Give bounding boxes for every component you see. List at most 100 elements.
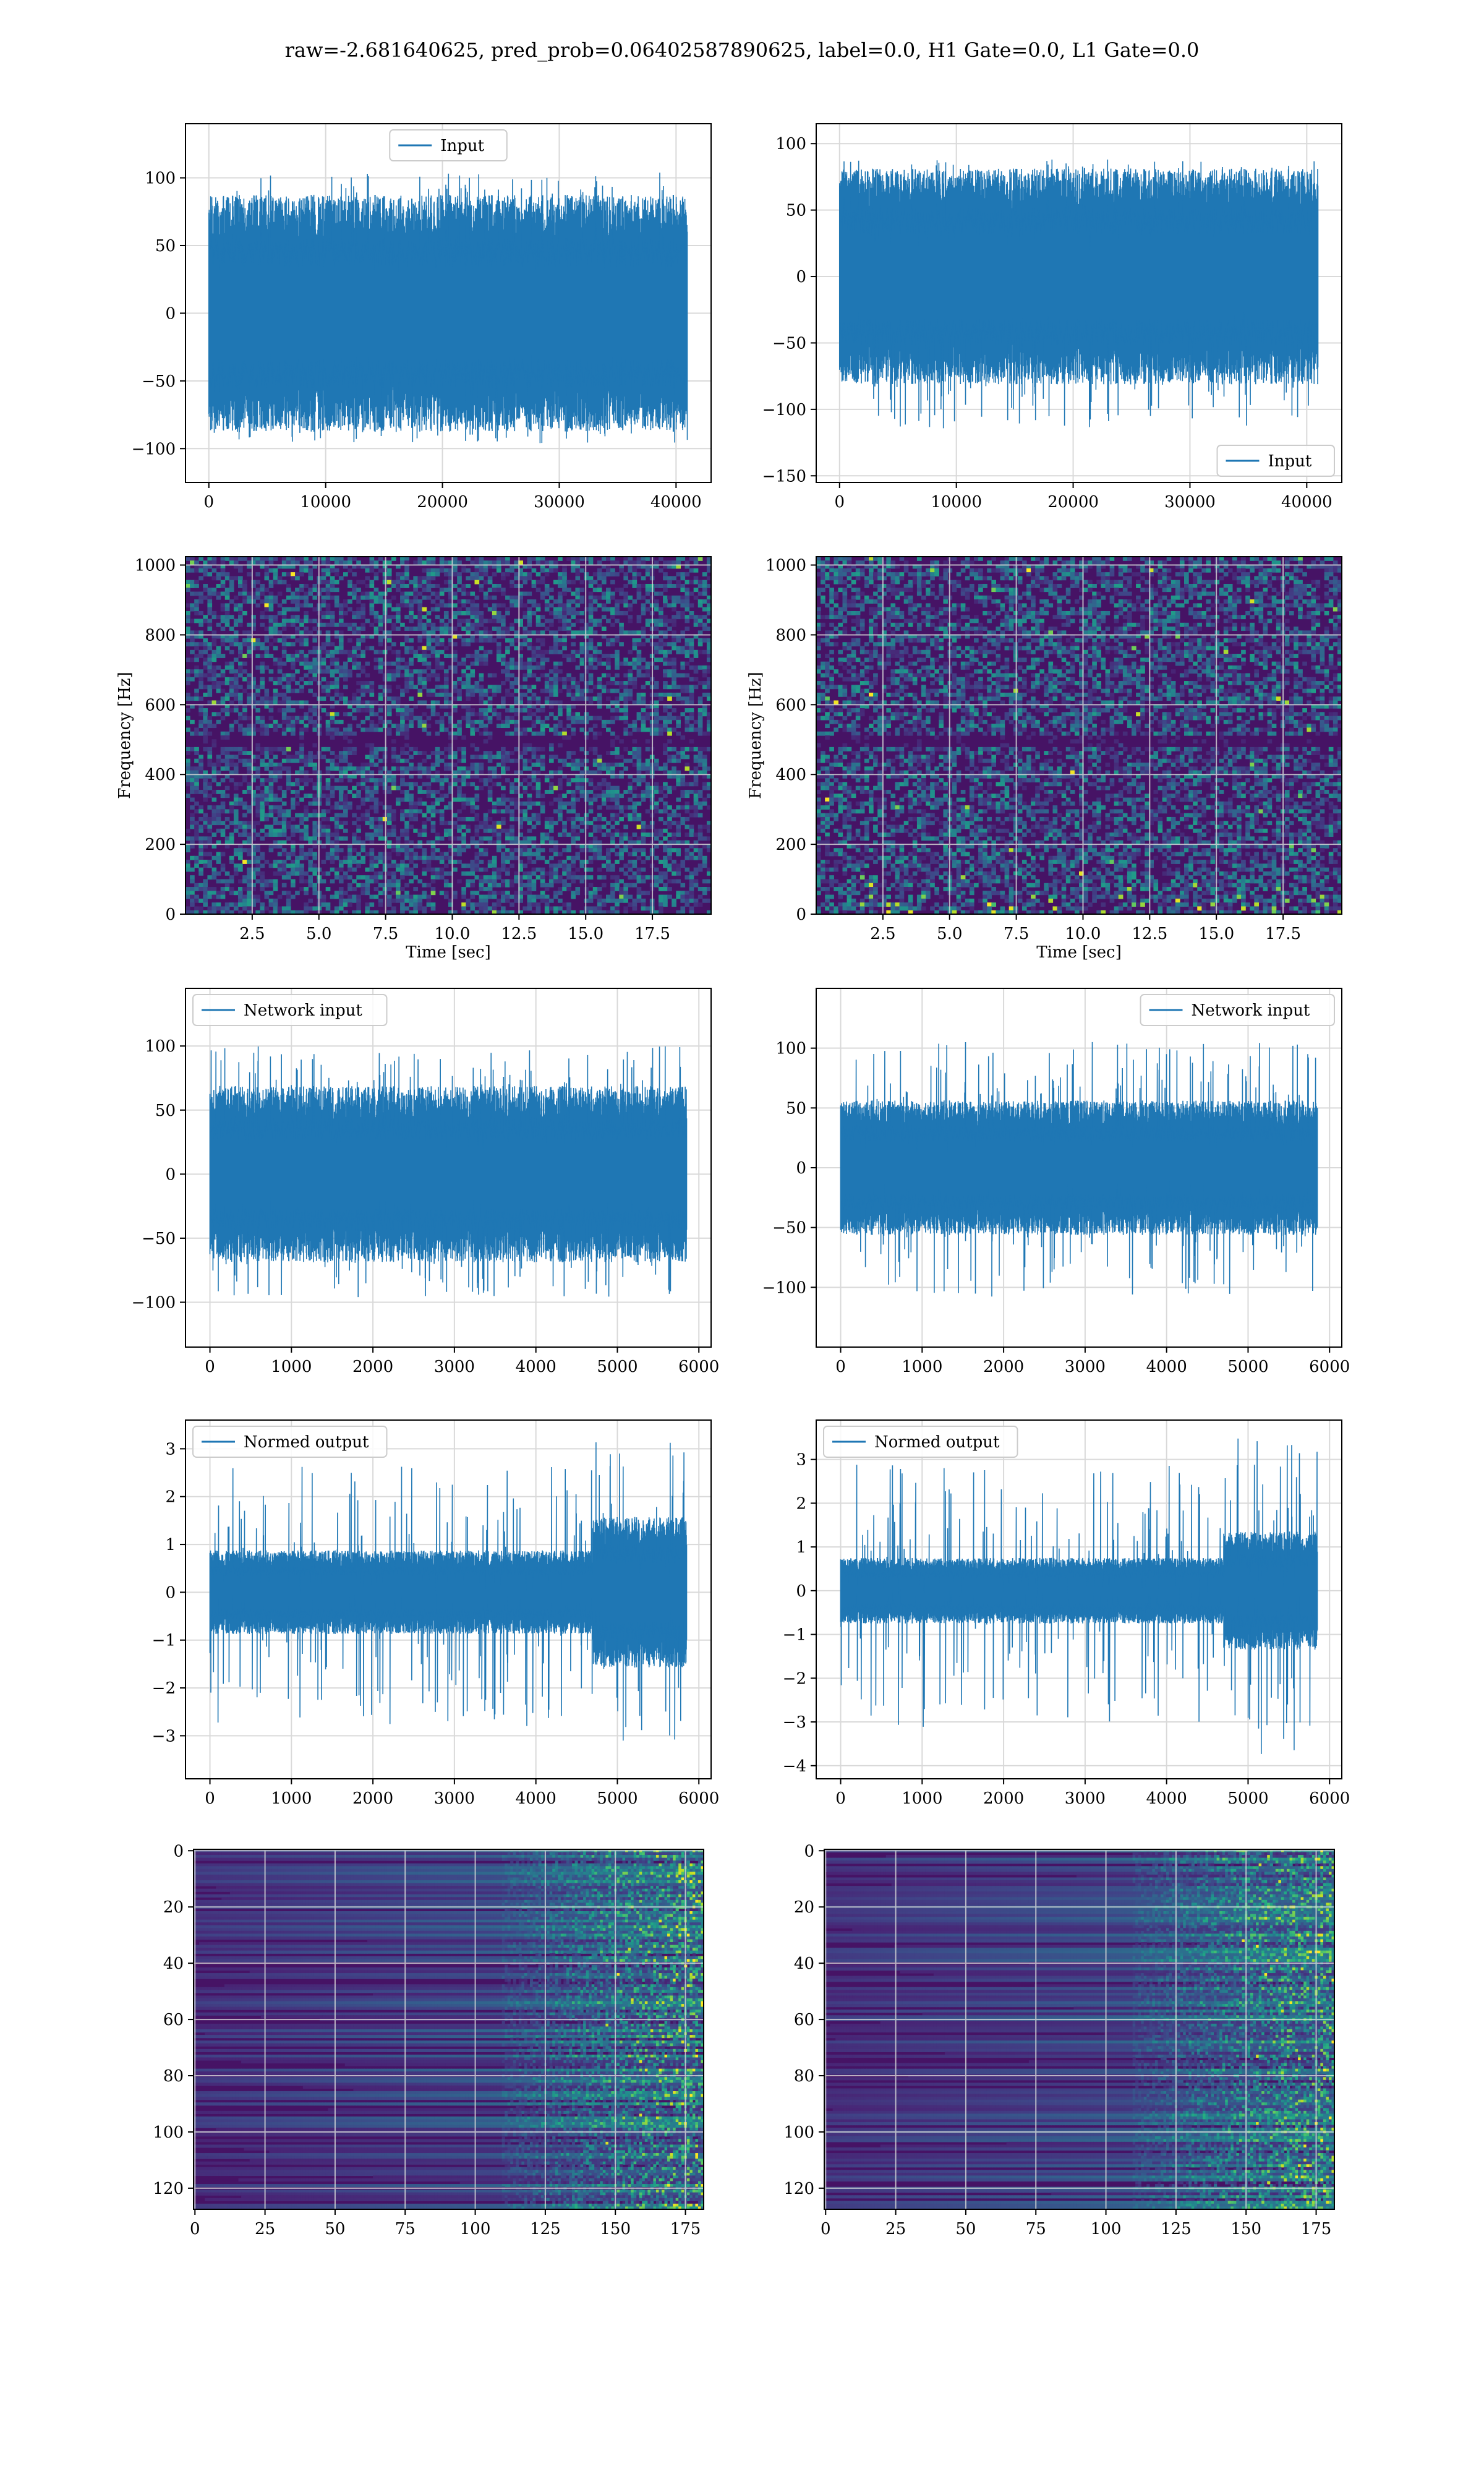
x-tick-label: 17.5	[634, 925, 670, 943]
legend-label: Input	[1268, 452, 1312, 471]
y-tick-label: 80	[794, 2067, 814, 2086]
y-tick-label: 600	[145, 696, 176, 714]
x-tick-label: 0	[205, 1789, 215, 1808]
x-tick-label: 30000	[534, 493, 585, 511]
legend: Network input	[192, 994, 388, 1026]
x-tick-label: 175	[1301, 2220, 1332, 2238]
series-core	[210, 1478, 687, 1703]
y-tick-label: −100	[762, 1278, 806, 1297]
y-tick-label: 100	[153, 2123, 184, 2142]
heatmap-image	[194, 1849, 704, 2209]
y-tick-label: 100	[145, 169, 176, 188]
y-axis-label: Frequency [Hz]	[746, 672, 765, 799]
x-tick-label: 7.5	[1004, 925, 1029, 943]
panel-r2c0: 0 1000 2000 3000 4000 5000 6000 −100 −50 0 50 100 Ne…	[132, 988, 719, 1376]
axes-frame	[185, 988, 712, 1348]
x-tick-label: 40000	[650, 493, 702, 511]
y-tick-label: 50	[786, 1099, 806, 1118]
x-tick-label: 1000	[271, 1358, 312, 1376]
panel-r3c1: 0 1000 2000 3000 4000 5000 6000 −4 −3 −2 −1 0 1 2 3 Nor…	[783, 1419, 1350, 1808]
y-tick-label: −100	[132, 440, 176, 458]
y-tick-label: 1	[796, 1538, 806, 1557]
panel-r4c1: 0 25 50 75 100 125 150 175 0 20 40 60 80 100 120	[783, 1842, 1335, 2238]
legend-label: Normed output	[874, 1433, 1000, 1452]
x-tick-label: 5.0	[306, 925, 331, 943]
y-tick-label: 100	[775, 135, 806, 153]
y-tick-label: 0	[796, 1582, 806, 1601]
y-tick-label: 50	[155, 1102, 176, 1120]
x-tick-label: 17.5	[1265, 925, 1301, 943]
grid	[824, 1849, 1334, 2209]
x-tick-label: 2.5	[870, 925, 895, 943]
x-tick-label: 125	[1161, 2220, 1192, 2238]
y-tick-label: 0	[796, 1159, 806, 1178]
y-tick-label: 1	[165, 1536, 176, 1554]
series-core	[840, 1074, 1318, 1262]
x-tick-label: 0	[835, 493, 845, 511]
grid	[194, 1849, 704, 2209]
y-tick-label: 100	[783, 2123, 814, 2142]
x-tick-label: 30000	[1164, 493, 1216, 511]
x-tick-label: 0	[204, 493, 215, 511]
y-tick-label: 50	[155, 237, 176, 255]
y-tick-label: 400	[775, 766, 806, 784]
x-tick-label: 75	[395, 2220, 416, 2238]
legend-label: Network input	[244, 1001, 362, 1020]
x-tick-label: 4000	[516, 1789, 556, 1808]
axes-frame	[185, 556, 712, 915]
heatmap-image	[824, 1849, 1334, 2209]
y-tick-label: 400	[145, 766, 176, 784]
y-tick-label: −3	[152, 1727, 176, 1745]
panel-r0c0: 0 10000 20000 30000 40000 −100 −50 0 50 100 Input	[132, 123, 712, 511]
panel-r2c1: 0 1000 2000 3000 4000 5000 6000 −100 −50 0 50 100 Ne…	[762, 988, 1350, 1376]
y-tick-label: 20	[794, 1898, 814, 1917]
x-tick-label: 6000	[678, 1358, 719, 1376]
x-tick-label: 2000	[983, 1789, 1024, 1808]
series-core	[840, 1473, 1318, 1718]
panel-r3c0: 0 1000 2000 3000 4000 5000 6000 −3 −2 −1 0 1 2 3 Norme…	[152, 1419, 719, 1808]
y-tick-label: 40	[794, 1954, 814, 1973]
y-tick-label: 80	[163, 2067, 184, 2086]
x-tick-label: 2.5	[239, 925, 265, 943]
y-tick-label: −50	[142, 1230, 176, 1248]
x-tick-label: 125	[530, 2220, 561, 2238]
x-tick-label: 3000	[434, 1789, 475, 1808]
x-tick-label: 6000	[1309, 1358, 1350, 1376]
axes-frame	[816, 1419, 1342, 1779]
x-tick-label: 5000	[597, 1358, 638, 1376]
x-tick-label: 10000	[931, 493, 982, 511]
x-tick-label: 2000	[983, 1358, 1024, 1376]
x-tick-label: 175	[670, 2220, 701, 2238]
y-tick-label: 40	[163, 1954, 184, 1973]
y-tick-label: −100	[762, 401, 806, 419]
x-tick-label: 1000	[902, 1358, 942, 1376]
heatmap-image	[186, 557, 711, 914]
x-tick-label: 10000	[300, 493, 351, 511]
x-tick-label: 5.0	[937, 925, 962, 943]
y-tick-label: 0	[804, 1842, 814, 1860]
y-tick-label: 0	[173, 1842, 184, 1860]
y-tick-label: 800	[145, 626, 176, 644]
y-tick-label: 0	[165, 1165, 176, 1184]
axes-frame	[185, 1419, 712, 1779]
x-tick-label: 1000	[902, 1789, 942, 1808]
axes-frame	[824, 1849, 1335, 2210]
x-tick-label: 5000	[1227, 1789, 1268, 1808]
axes-frame	[816, 123, 1342, 483]
y-tick-label: −3	[783, 1713, 806, 1732]
y-tick-label: 120	[153, 2180, 184, 2198]
y-tick-label: 200	[145, 836, 176, 854]
x-tick-label: 2000	[352, 1358, 393, 1376]
legend-label: Network input	[1192, 1001, 1310, 1020]
x-tick-label: 0	[190, 2220, 200, 2238]
y-tick-label: 60	[794, 2011, 814, 2029]
x-tick-label: 12.5	[1132, 925, 1167, 943]
y-tick-label: 2	[796, 1494, 806, 1513]
x-axis-label: Time [sec]	[1036, 943, 1122, 962]
panel-r4c0: 0 25 50 75 100 125 150 175 0 20 40 60 80 100 120	[153, 1842, 704, 2238]
x-tick-label: 0	[821, 2220, 831, 2238]
axes-frame	[193, 1849, 704, 2210]
x-tick-label: 6000	[1309, 1789, 1350, 1808]
panel-r1c1: 2.5 5.0 7.5 10.0 12.5 15.0 17.5 0 200 400 600 800 10…	[746, 556, 1342, 962]
